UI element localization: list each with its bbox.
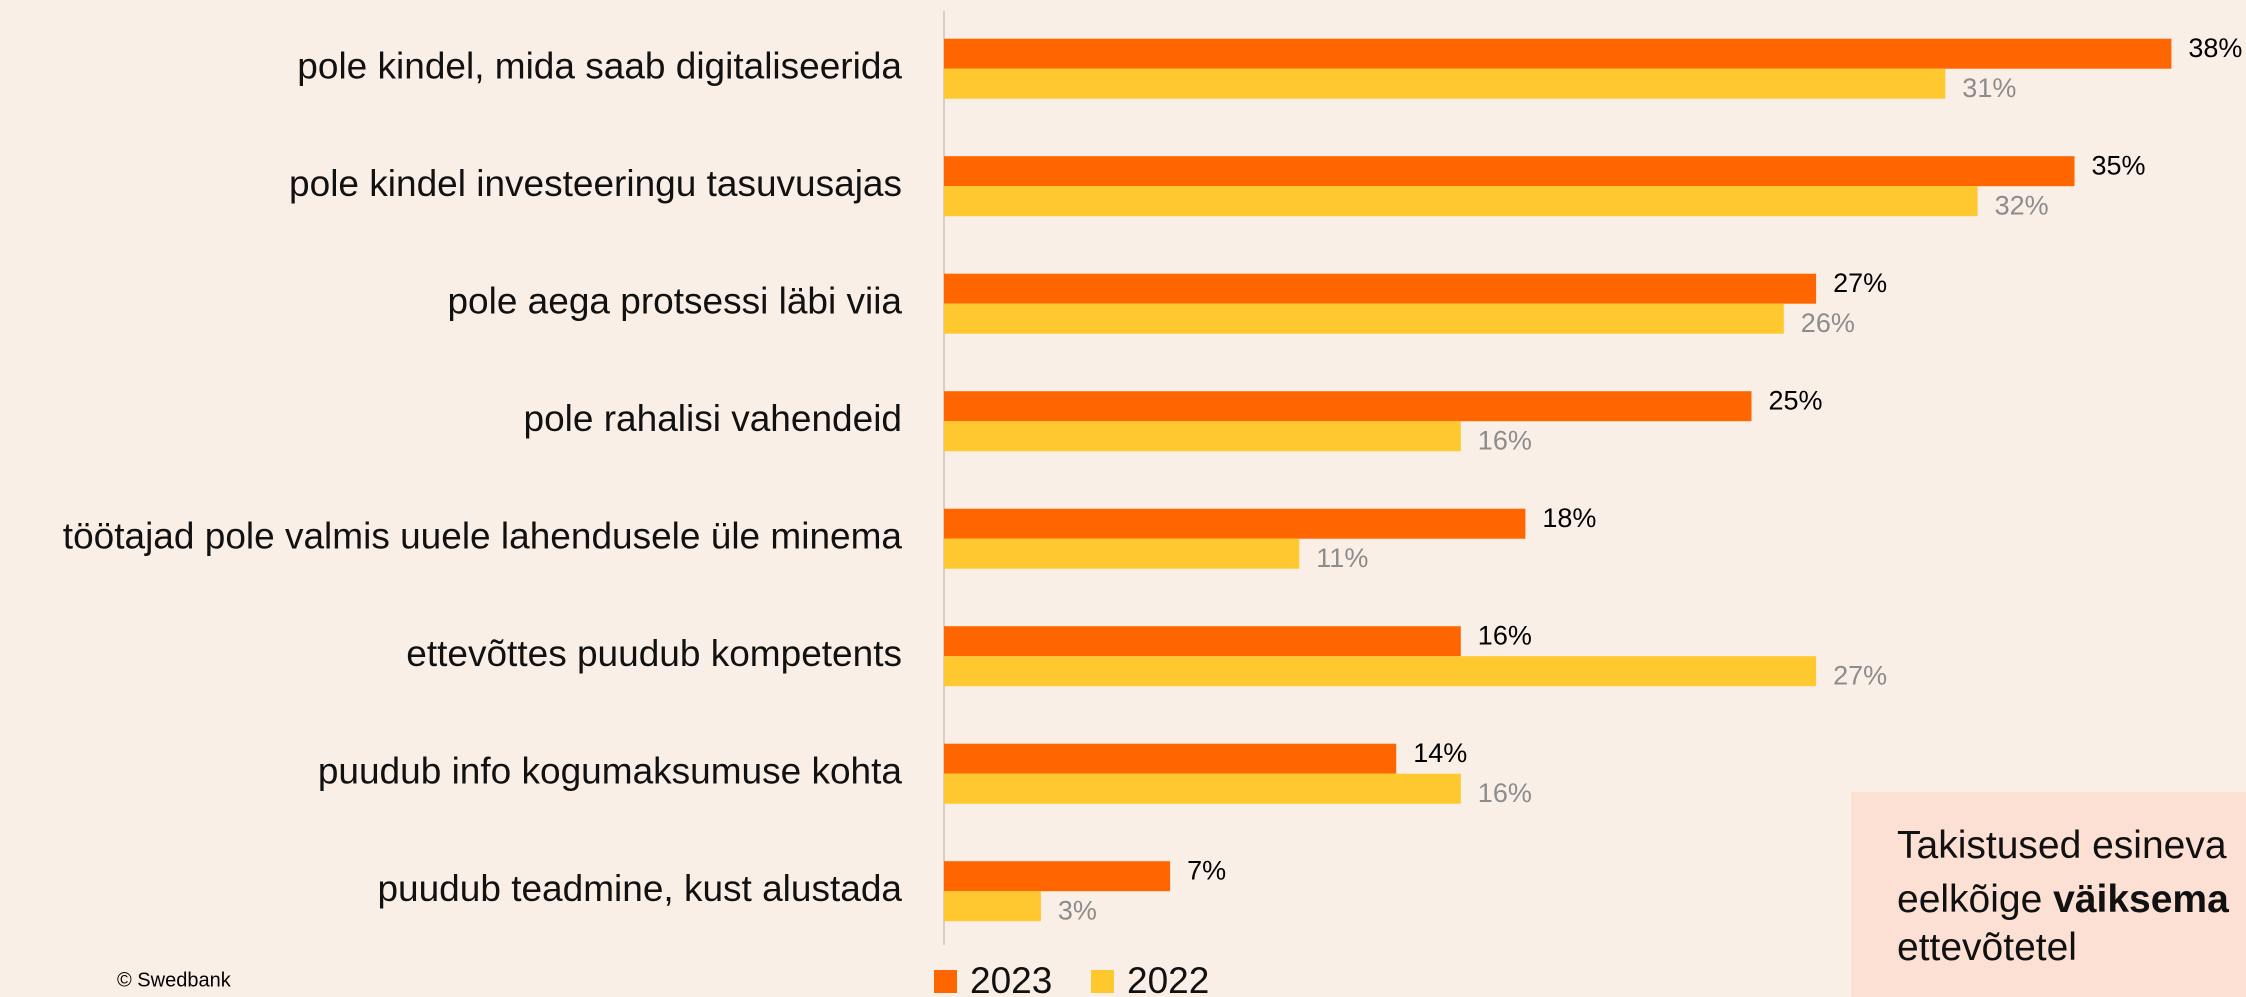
- callout-line: Takistused esineva: [1897, 824, 2227, 867]
- bar: [944, 38, 2172, 69]
- category-label: pole rahalisi vahendeid: [524, 398, 903, 439]
- category-label: ettevõttes puudub kompetents: [406, 633, 902, 674]
- category-label: puudub teadmine, kust alustada: [377, 868, 902, 909]
- value-label: 16%: [1478, 778, 1532, 808]
- callout-text: Takistused esineva: [1897, 824, 2227, 867]
- category-label: pole kindel investeeringu tasuvusajas: [289, 163, 902, 204]
- value-label: 25%: [1769, 385, 1823, 415]
- value-label: 11%: [1316, 543, 1368, 573]
- value-label: 3%: [1058, 895, 1097, 925]
- category-label: pole aega protsessi läbi viia: [447, 280, 902, 321]
- value-label: 16%: [1478, 620, 1532, 650]
- legend-swatch: [1091, 970, 1114, 993]
- value-label: 35%: [2092, 150, 2146, 180]
- bar: [944, 538, 1300, 569]
- category-label: töötajad pole valmis uuele lahendusele ü…: [63, 515, 903, 556]
- bar: [944, 273, 1817, 304]
- value-label: 31%: [1962, 73, 2016, 103]
- value-label: 18%: [1542, 503, 1596, 533]
- bar: [944, 508, 1526, 539]
- value-label: 27%: [1833, 268, 1887, 298]
- callout-text: ettevõtetel: [1897, 926, 2077, 969]
- callout-line: eelkõige: [1897, 878, 2053, 921]
- legend-label: 2023: [970, 960, 1052, 997]
- callout-text: eelkõige väiksema: [1897, 878, 2229, 921]
- bar: [944, 303, 1784, 334]
- bar: [944, 656, 1817, 687]
- value-label: 32%: [1995, 190, 2049, 220]
- callout-box: [1851, 792, 2246, 997]
- callout-bold: väiksema: [2053, 878, 2229, 921]
- category-label: puudub info kogumaksumuse kohta: [318, 750, 903, 791]
- bar: [944, 391, 1752, 422]
- bar: [944, 626, 1461, 657]
- value-label: 16%: [1478, 425, 1532, 455]
- value-label: 26%: [1801, 308, 1855, 338]
- value-label: 7%: [1187, 855, 1226, 885]
- bar: [944, 421, 1461, 452]
- value-label: 38%: [2188, 33, 2242, 63]
- bar: [944, 743, 1397, 774]
- bar: [944, 861, 1171, 892]
- legend-swatch: [934, 970, 957, 993]
- category-label: pole kindel, mida saab digitaliseerida: [297, 45, 902, 86]
- bar: [944, 773, 1461, 804]
- value-label: 14%: [1413, 738, 1467, 768]
- bar: [944, 68, 1946, 99]
- bar: [944, 891, 1041, 922]
- legend-label: 2022: [1127, 960, 1209, 997]
- source: © Swedbank: [117, 969, 232, 991]
- bar: [944, 186, 1978, 217]
- bar: [944, 156, 2075, 187]
- callout-line: ettevõtetel: [1897, 926, 2077, 969]
- value-label: 27%: [1833, 660, 1887, 690]
